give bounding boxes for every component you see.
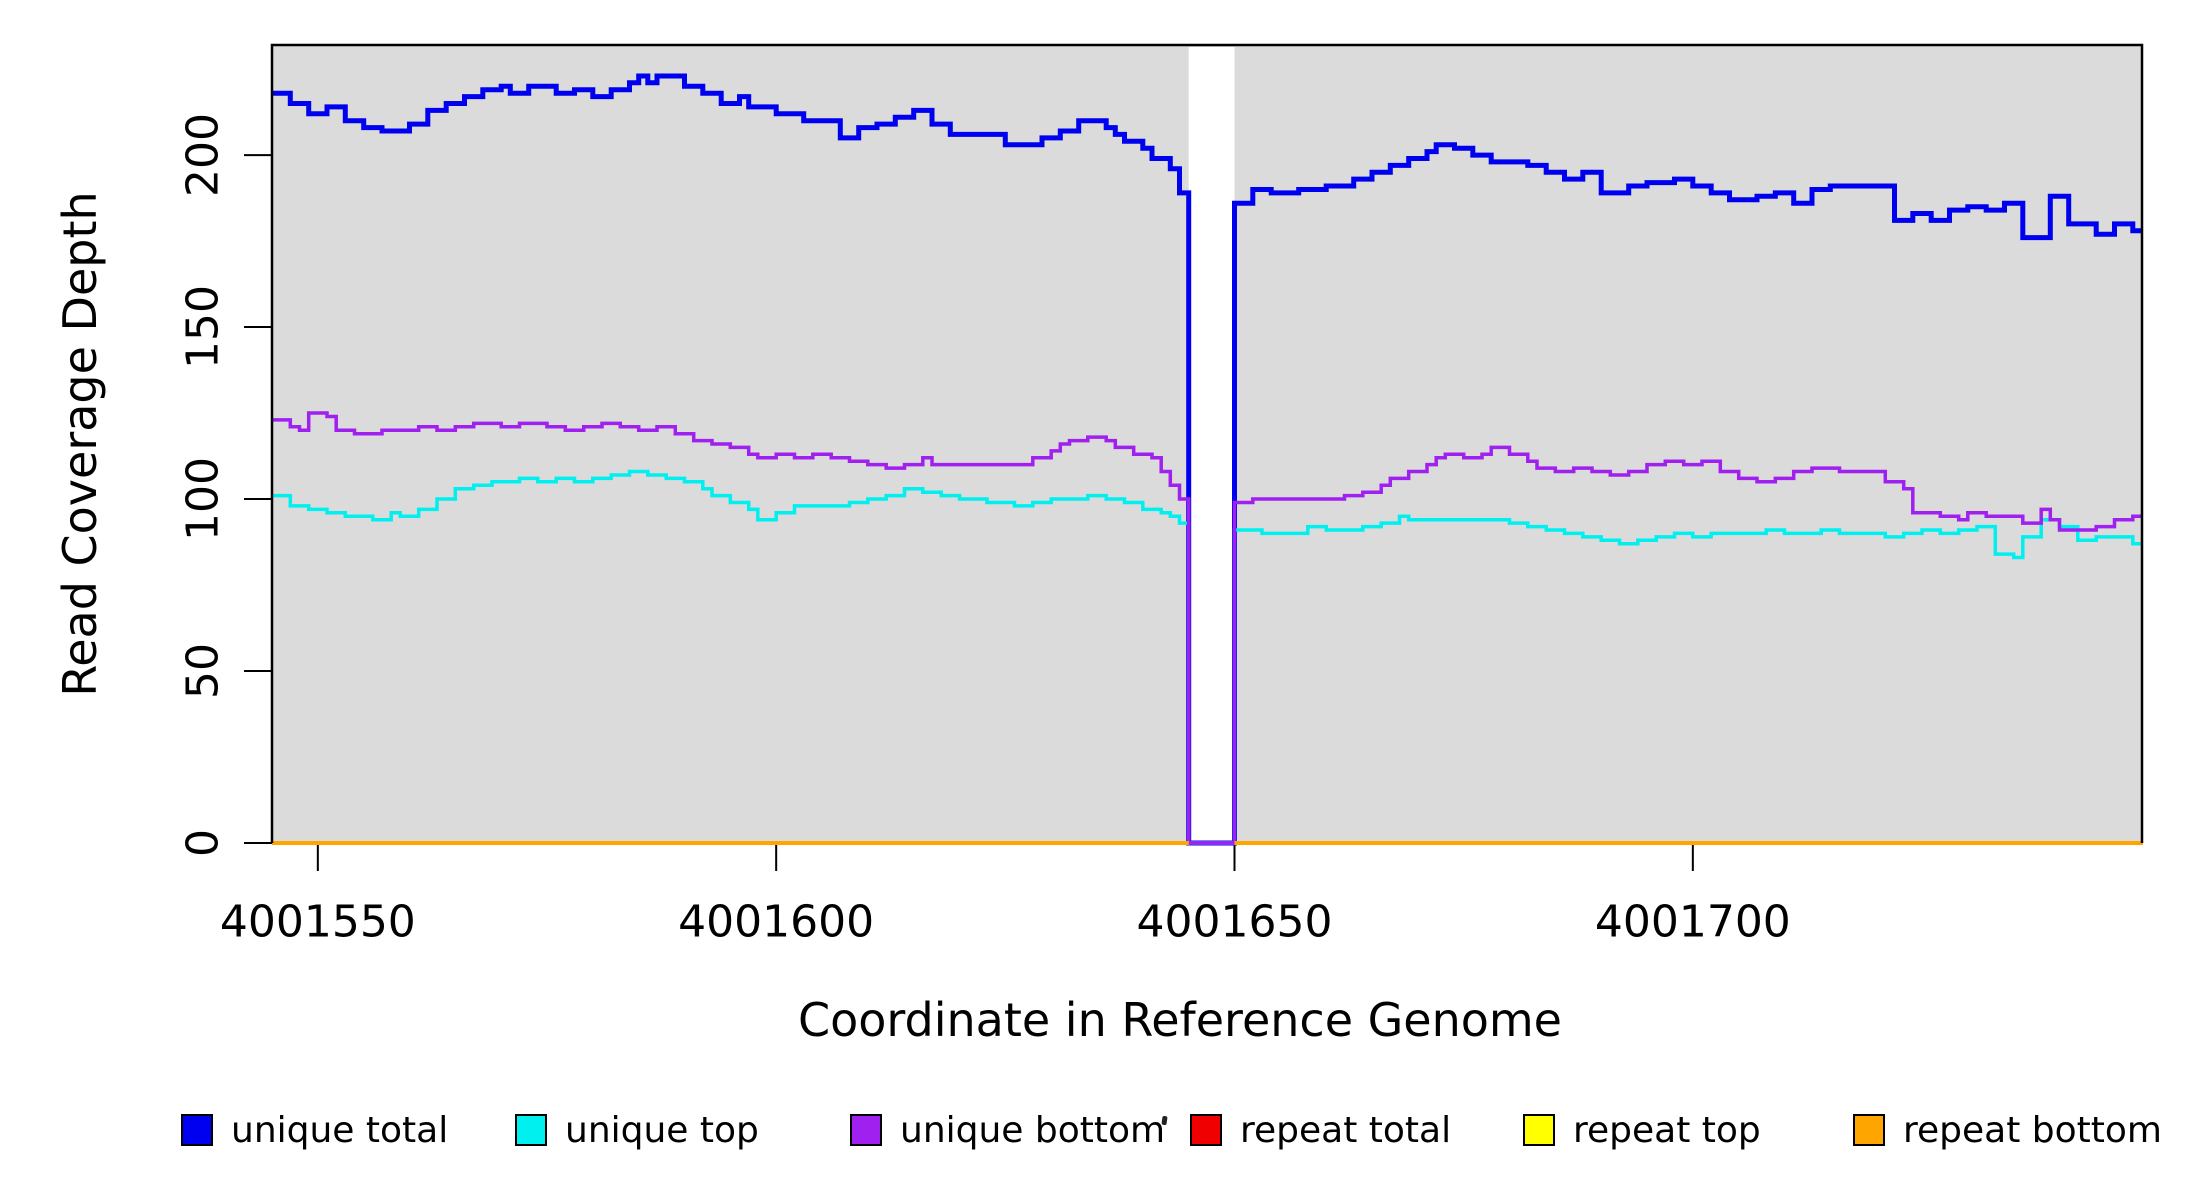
- x-tick-label: 4001550: [219, 896, 416, 948]
- legend-item-unique-top: unique top: [515, 1109, 759, 1151]
- y-tick-label: 150: [177, 285, 229, 370]
- legend-label: unique total: [231, 1109, 449, 1151]
- legend-swatch-icon: [181, 1114, 213, 1146]
- x-tick-label: 4001700: [1594, 896, 1791, 948]
- legend-item-unique-bottom: unique bottom: [850, 1109, 1166, 1151]
- legend-swatch-icon: [1853, 1114, 1885, 1146]
- y-tick-label: 200: [177, 113, 229, 198]
- series-unique-total: [272, 73, 2143, 846]
- x-axis-title: Coordinate in Reference Genome: [798, 993, 1562, 1047]
- series-unique-top: [272, 469, 2143, 845]
- series-unique-bottom: [272, 411, 2143, 845]
- y-tick-label: 50: [177, 643, 229, 700]
- x-tick-label: 4001650: [1136, 896, 1333, 948]
- legend-label: repeat top: [1573, 1109, 1761, 1151]
- y-tick-label: 100: [177, 457, 229, 542]
- legend-swatch-icon: [515, 1114, 547, 1146]
- plot-border: [270, 43, 2144, 843]
- coverage-gap-band: [1188, 47, 1235, 843]
- y-tick-label: 0: [177, 829, 229, 857]
- legend-swatch-icon: [1190, 1114, 1222, 1146]
- legend-swatch-icon: [850, 1114, 882, 1146]
- legend-swatch-icon: [1523, 1114, 1555, 1146]
- legend-item-repeat-top: repeat top: [1523, 1109, 1761, 1151]
- legend-item-repeat-bottom: repeat bottom: [1853, 1109, 2162, 1151]
- legend-label: repeat total: [1240, 1109, 1452, 1151]
- legend-label: unique top: [565, 1109, 759, 1151]
- legend-item-unique-total: unique total: [181, 1109, 449, 1151]
- legend-label: repeat bottom: [1903, 1109, 2162, 1151]
- y-axis-title: Read Coverage Depth: [53, 191, 107, 697]
- legend-item-repeat-total: repeat total: [1190, 1109, 1452, 1151]
- legend-label: unique bottom: [900, 1109, 1166, 1151]
- x-tick-label: 4001600: [678, 896, 875, 948]
